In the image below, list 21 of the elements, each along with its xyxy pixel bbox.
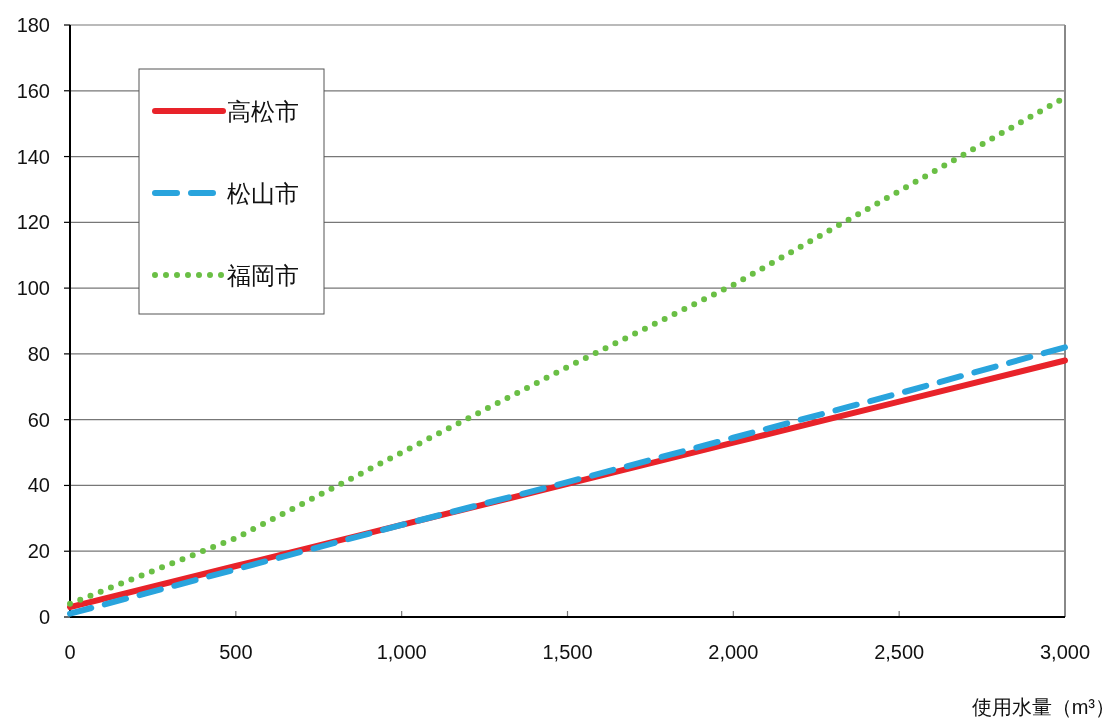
x-axis-title: 使用水量（m³） [971,696,1115,718]
y-tick-label: 140 [16,145,50,168]
legend-label: 高松市 [227,98,299,125]
legend-label: 松山市 [227,180,299,207]
y-tick-label: 100 [16,277,50,300]
x-tick-label: 3,000 [1039,641,1091,663]
y-tick-label: 160 [16,79,50,102]
x-tick-label: 2,000 [708,641,759,663]
y-tick-label: 180 [16,14,50,36]
y-tick-label: 0 [38,606,50,628]
y-tick-label: 20 [27,540,50,563]
x-tick-label: 500 [219,641,253,663]
x-tick-label: 1,000 [376,641,427,663]
y-tick-label: 40 [27,474,50,497]
x-tick-label: 1,500 [542,641,593,663]
y-tick-label: 80 [27,342,50,365]
legend-label: 福岡市 [227,262,299,289]
x-tick-label: 2,500 [874,641,925,663]
y-tick-label: 120 [16,211,50,234]
x-tick-label: 0 [64,641,76,663]
y-tick-label: 60 [27,408,50,431]
